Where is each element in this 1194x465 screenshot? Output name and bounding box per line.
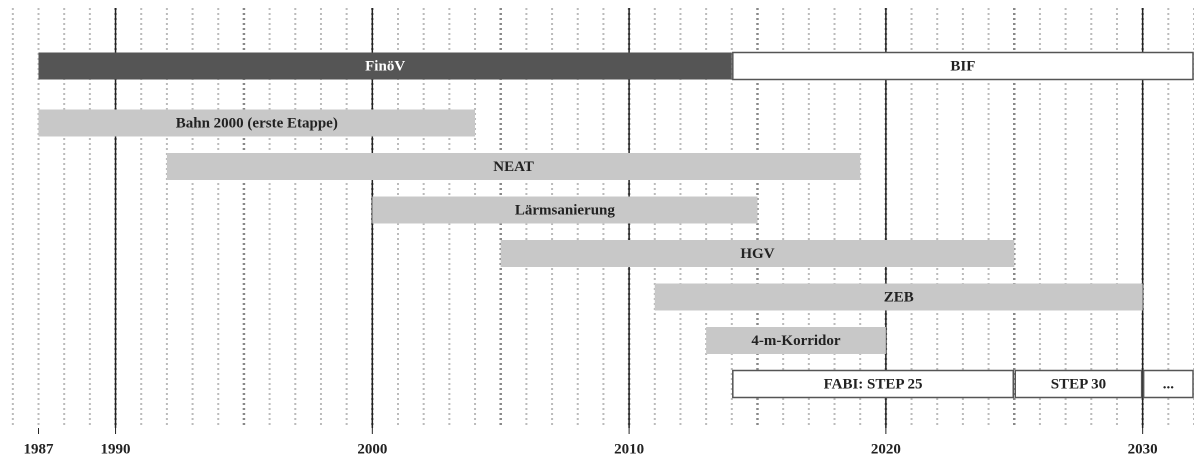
bar-label: STEP 30	[1051, 376, 1106, 392]
x-tick-label: 2000	[357, 441, 387, 457]
timeline-bar	[38, 52, 732, 80]
timeline-bar	[1142, 369, 1194, 399]
bar-label: FABI: STEP 25	[824, 376, 923, 392]
bar-label: ...	[1163, 376, 1175, 392]
x-tick-label: 2030	[1128, 441, 1158, 457]
x-tick-label: 1990	[101, 441, 131, 457]
bar-label: 4-m-Korridor	[751, 333, 840, 349]
timeline-bar	[732, 51, 1194, 81]
timeline-bar	[38, 109, 476, 137]
bar-label: BIF	[950, 58, 975, 74]
bar-label: FinöV	[365, 58, 405, 74]
bar-label: Lärmsanierung	[515, 202, 616, 218]
timeline-bar	[706, 327, 886, 354]
timeline-bar	[372, 196, 758, 224]
bar-label: ZEB	[884, 289, 914, 305]
bar-label: HGV	[740, 246, 774, 262]
bar-label: NEAT	[493, 159, 534, 175]
timeline-bar	[654, 283, 1143, 311]
timeline-bar	[732, 369, 1015, 399]
x-tick-label: 2010	[614, 441, 644, 457]
bar-label: Bahn 2000 (erste Etappe)	[176, 115, 338, 131]
timeline-bar	[1014, 369, 1143, 399]
timeline-bar	[166, 153, 861, 180]
x-tick-label: 2020	[871, 441, 901, 457]
timeline-bar	[500, 240, 1015, 267]
x-tick-label: 1987	[24, 441, 55, 457]
